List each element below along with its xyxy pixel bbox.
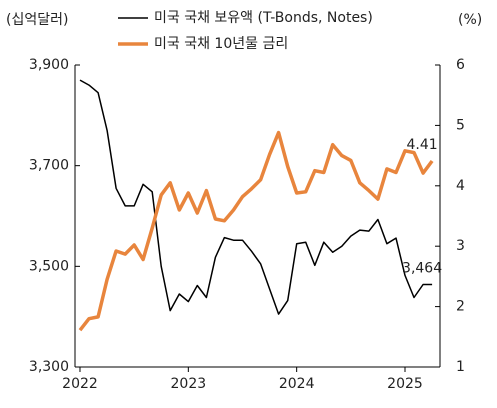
y2-tick-label: 6 [456,57,465,73]
y-axis-label: (십억달러) [6,12,68,28]
y-tick-label: 3,300 [29,359,69,375]
x-tick-label: 2022 [62,376,98,392]
y-tick-label: 3,900 [29,57,69,73]
y2-tick-label: 2 [456,299,465,315]
y2-tick-label: 4 [456,178,465,194]
legend-label: 미국 국채 10년물 금리 [154,36,288,52]
x-tick-label: 2025 [387,376,423,392]
x-tick-label: 2023 [171,376,207,392]
legend-label: 미국 국채 보유액 (T-Bonds, Notes) [154,10,373,26]
y2-tick-label: 3 [456,238,465,254]
x-tick-label: 2024 [279,376,315,392]
series-line [78,130,434,332]
y2-tick-label: 5 [456,117,465,133]
series-line [79,79,433,315]
annotation: 4.41 [407,137,438,153]
y-tick-label: 3,700 [29,158,69,174]
y2-tick-label: 1 [456,359,465,375]
y-tick-label: 3,500 [29,258,69,274]
y2-axis-label: (%) [458,12,482,28]
annotation: 3,464 [402,260,442,276]
